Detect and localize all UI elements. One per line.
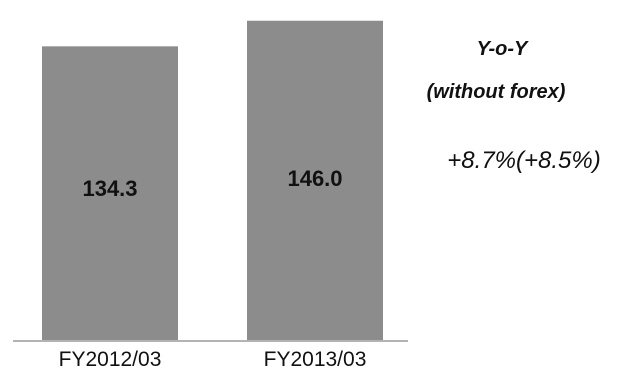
- x-tick-label: FY2012/03: [59, 348, 162, 371]
- bar-fy2013-03: [247, 20, 383, 340]
- yoy-title-line2: (without forex): [427, 81, 566, 103]
- bars-group: [42, 20, 383, 341]
- labels-group: 134.3 FY2012/03 146.0 FY2013/03: [59, 166, 367, 371]
- bar-value-label: 146.0: [287, 166, 342, 191]
- yoy-title-line1: Y-o-Y: [477, 38, 529, 60]
- yoy-growth-value: +8.7%(+8.5%): [447, 147, 600, 174]
- x-tick-label: FY2013/03: [264, 348, 367, 371]
- bar-fy2012-03: [42, 46, 178, 341]
- bar-value-label: 134.3: [82, 176, 137, 201]
